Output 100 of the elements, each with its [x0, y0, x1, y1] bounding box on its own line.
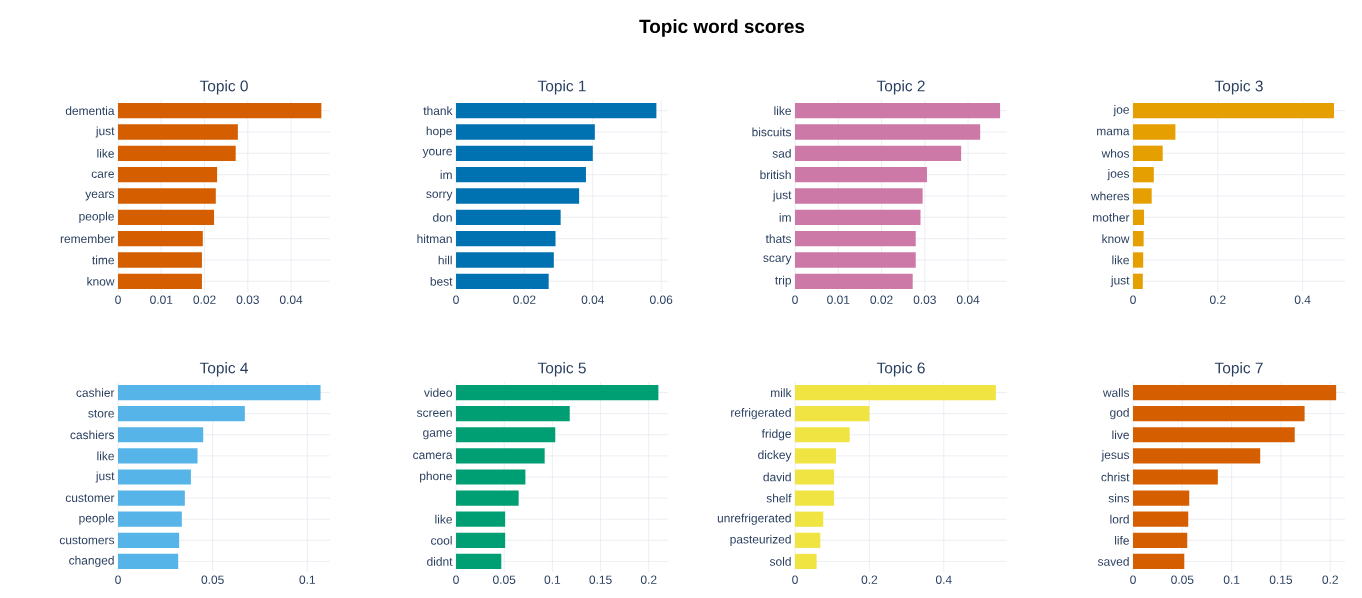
y-tick-label: like	[1112, 255, 1129, 265]
bar	[1133, 490, 1190, 506]
bar	[456, 230, 556, 247]
bar	[795, 166, 927, 183]
y-tick-label: just	[95, 471, 115, 483]
x-tick-label: 0.01	[827, 295, 850, 304]
bar	[118, 252, 202, 268]
bar	[795, 511, 824, 527]
bar	[795, 469, 835, 485]
bar	[118, 448, 198, 464]
y-tick-label: david	[763, 472, 791, 482]
bar	[795, 273, 913, 289]
x-tick-label: 0	[1130, 295, 1136, 304]
bar	[795, 124, 981, 140]
y-tick-label: just	[1110, 275, 1130, 287]
x-tick-label: 0.02	[193, 295, 216, 304]
bar	[118, 384, 321, 401]
y-tick-label: refrigerated	[731, 408, 791, 420]
bar	[118, 188, 216, 204]
bar	[795, 188, 923, 204]
bar	[1133, 448, 1261, 464]
y-tick-label: live	[1112, 430, 1129, 440]
bar	[456, 102, 657, 119]
y-tick-label: pasteurized	[730, 534, 791, 546]
chart-title: Topic 1	[537, 80, 586, 95]
x-tick-label: 0	[115, 575, 121, 584]
x-tick-label: 0.2	[861, 575, 878, 584]
x-tick-label: 0.03	[913, 295, 936, 304]
bar	[456, 384, 659, 401]
x-tick-label: 0.4	[935, 575, 952, 584]
y-tick-label: walls	[1102, 388, 1130, 397]
y-tick-label: hill	[438, 255, 452, 265]
bar	[118, 124, 238, 140]
x-tick-label: 0.15	[589, 575, 612, 584]
y-tick-label: remember	[60, 234, 115, 244]
y-tick-label: mother	[1093, 212, 1130, 222]
y-tick-label: saved	[1097, 557, 1129, 566]
bar	[456, 145, 593, 161]
y-tick-label: im	[779, 213, 791, 222]
y-tick-label: life	[1115, 535, 1129, 545]
bar	[118, 102, 322, 119]
bar	[456, 511, 506, 527]
x-tick-label: 0	[115, 295, 121, 304]
x-tick-label: 0.2	[1322, 575, 1338, 584]
bar	[1133, 532, 1188, 548]
y-tick-label: sins	[1108, 493, 1130, 503]
x-tick-label: 0	[1130, 575, 1136, 584]
y-tick-label: know	[1102, 234, 1130, 244]
y-tick-label: lord	[1110, 514, 1129, 524]
y-tick-label: whos	[1101, 148, 1130, 158]
bar	[1133, 427, 1295, 443]
bar	[795, 406, 870, 422]
y-tick-label: people	[79, 513, 114, 525]
y-tick-label: joe	[1113, 105, 1129, 117]
y-tick-label: jesus	[1101, 450, 1130, 462]
y-tick-label: thank	[423, 106, 453, 116]
bar	[118, 230, 203, 247]
x-tick-label: 0.15	[1269, 575, 1293, 584]
x-tick-label: 0.04	[581, 295, 605, 304]
chart-title: Topic 3	[1214, 80, 1263, 95]
bar	[456, 553, 502, 570]
bar	[456, 427, 556, 443]
chart-title: Topic 2	[876, 80, 925, 95]
bar	[118, 273, 202, 289]
y-tick-label: scary	[763, 255, 792, 265]
y-tick-label: like	[97, 451, 114, 461]
bar	[1133, 166, 1154, 183]
y-tick-label: fridge	[761, 429, 791, 441]
x-tick-label: 0	[453, 575, 459, 584]
bar	[456, 273, 549, 289]
bar	[795, 145, 962, 161]
bar	[1133, 511, 1189, 527]
y-tick-label: wheres	[1090, 191, 1130, 201]
bar	[795, 230, 916, 247]
x-tick-label: 0.01	[150, 295, 173, 304]
y-tick-label: god	[1110, 408, 1129, 420]
y-tick-label: mama	[1097, 128, 1130, 136]
y-tick-label: care	[91, 171, 114, 178]
y-tick-label: customer	[65, 494, 115, 503]
bar	[118, 553, 179, 570]
x-tick-label: 0.4	[1294, 295, 1311, 304]
bar	[1133, 188, 1152, 204]
bar	[1133, 469, 1218, 485]
y-tick-label: best	[430, 276, 453, 286]
x-tick-label: 0	[792, 575, 798, 584]
y-tick-label: unrefrigerated	[717, 513, 791, 525]
x-tick-label: 0.05	[201, 575, 224, 584]
y-tick-label: trip	[775, 275, 791, 287]
bar	[118, 427, 204, 443]
y-tick-label: just	[95, 126, 115, 138]
y-tick-label: don	[433, 212, 452, 222]
bar	[118, 490, 185, 506]
y-tick-label: like	[97, 148, 114, 158]
y-tick-label: time	[92, 255, 114, 265]
y-tick-label: game	[423, 430, 452, 440]
bar	[118, 209, 215, 225]
bar	[456, 124, 595, 140]
x-tick-label: 0.03	[236, 295, 259, 304]
y-tick-label: cool	[431, 535, 452, 545]
bar	[1133, 124, 1176, 140]
